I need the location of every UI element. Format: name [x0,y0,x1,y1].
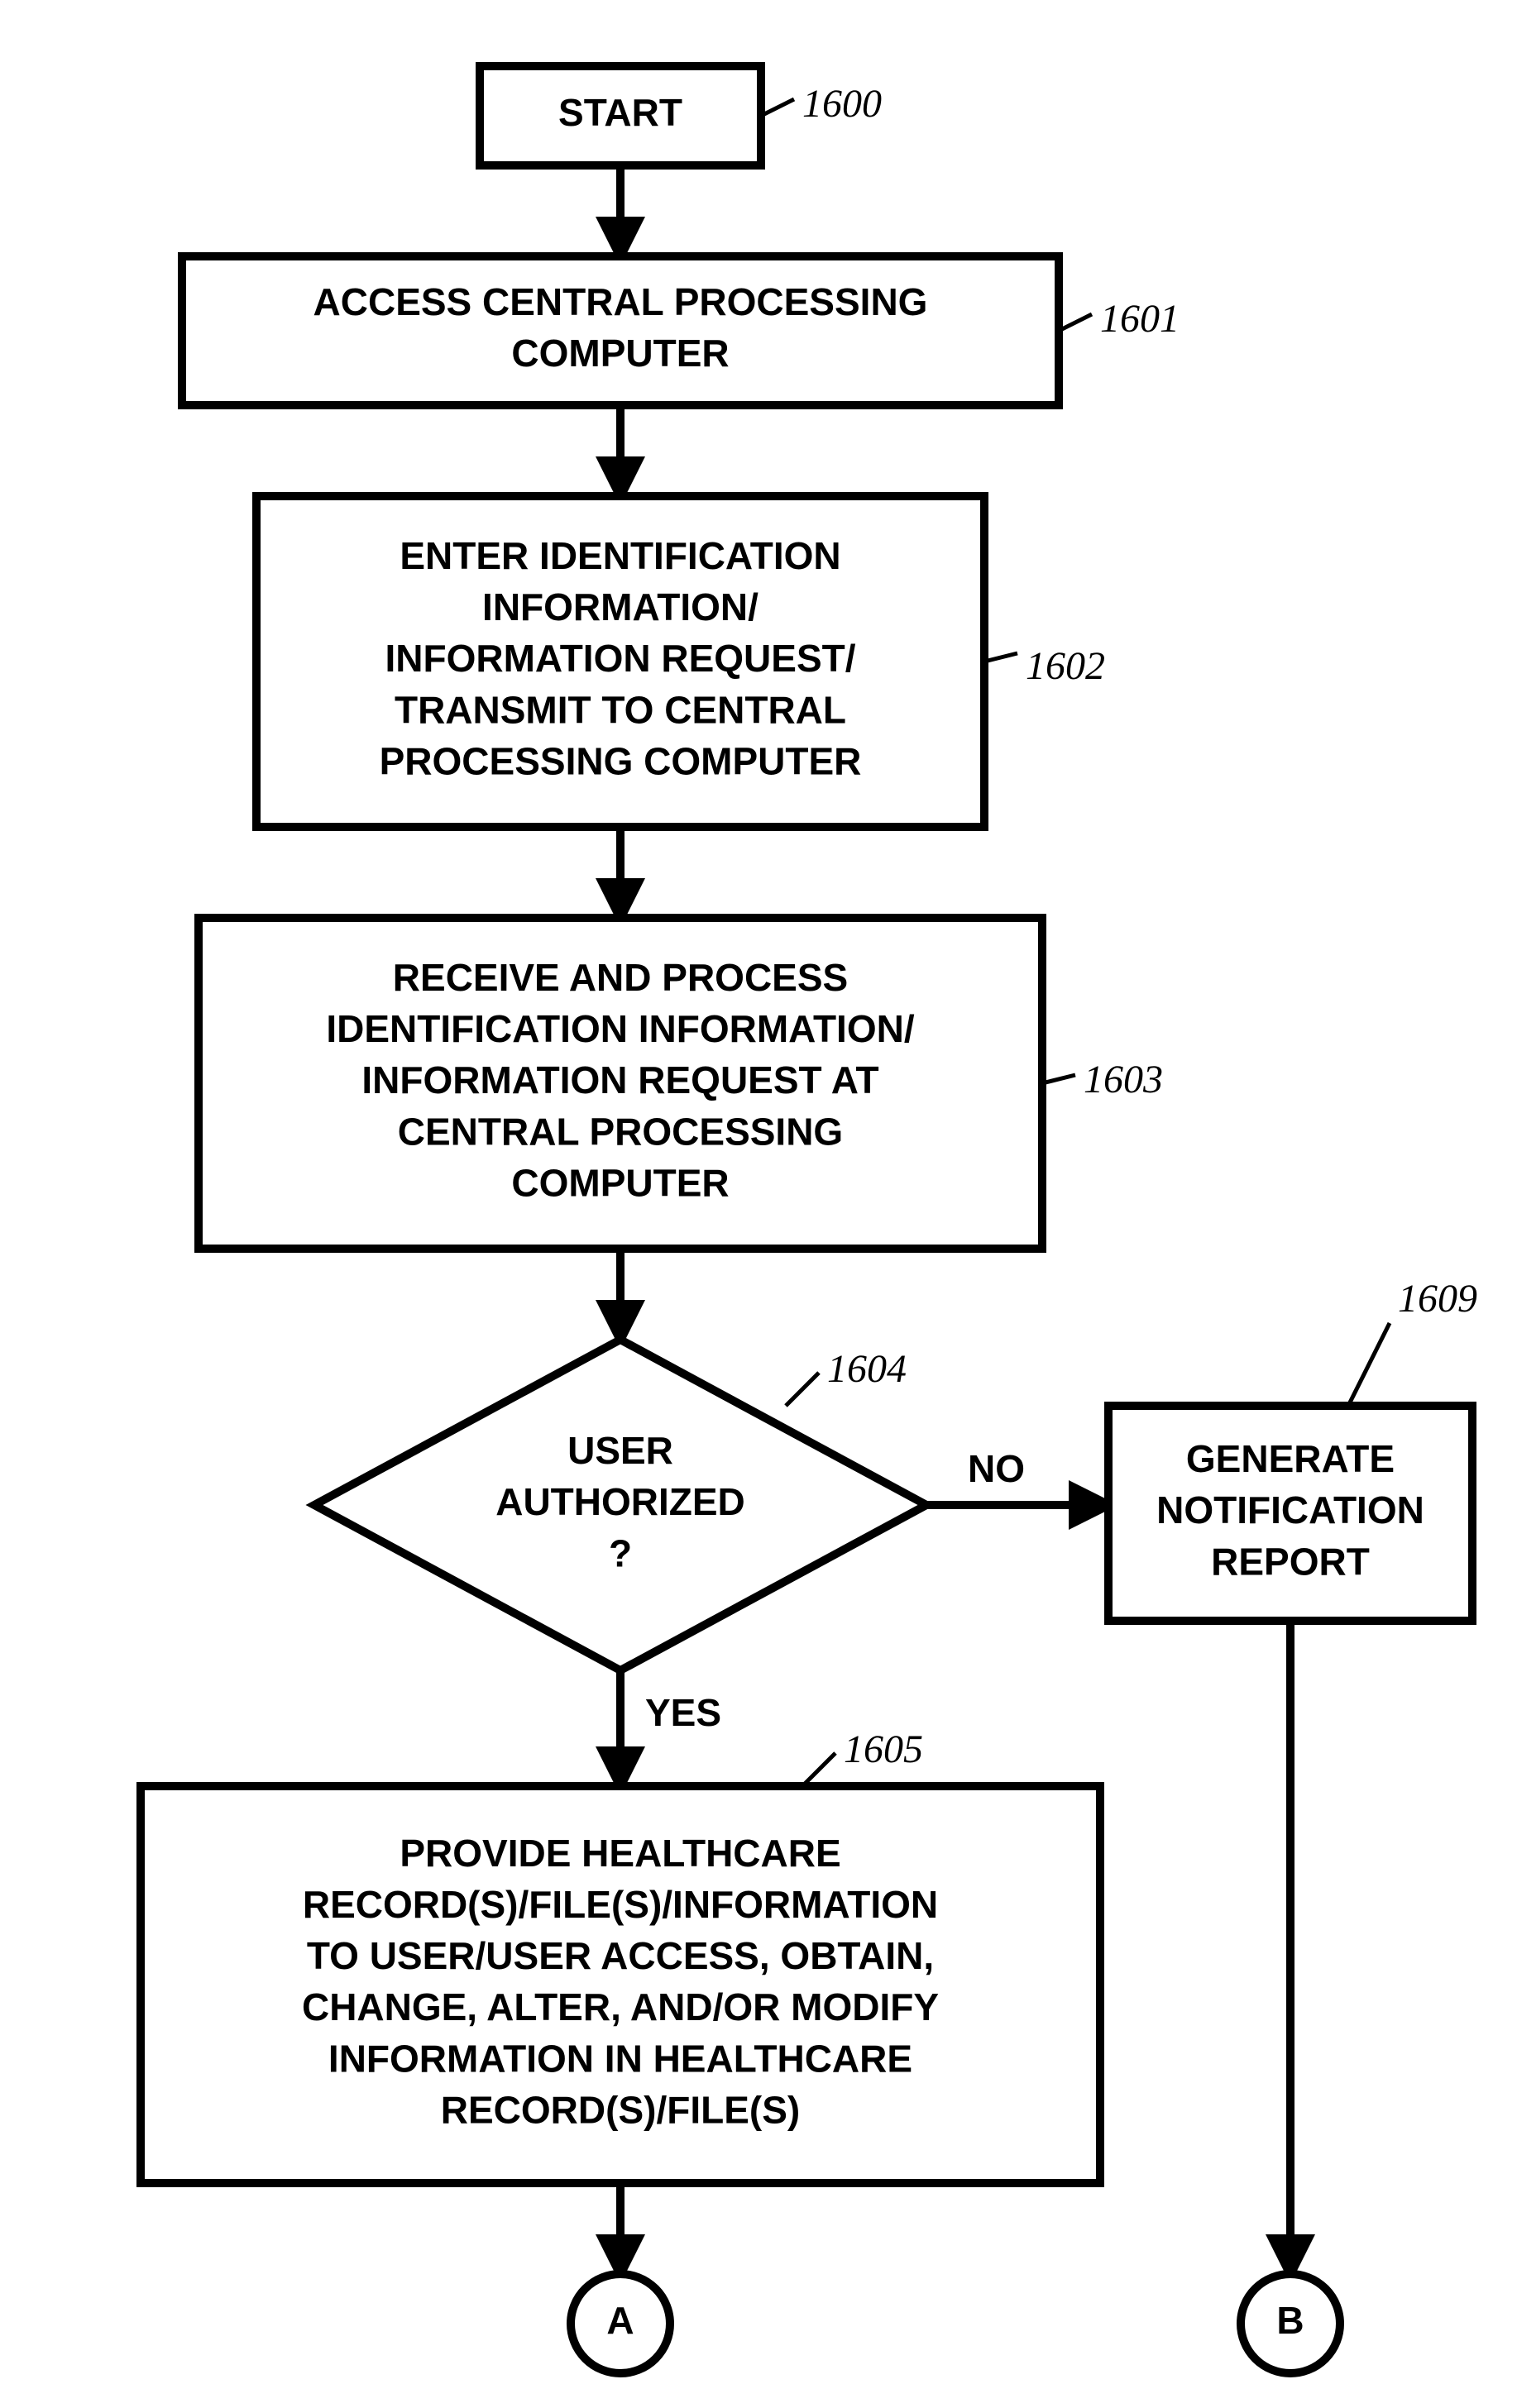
node-n1604-line-0: USER [567,1429,673,1472]
node-n1602: ENTER IDENTIFICATION INFORMATION/INFORMAT… [256,496,984,827]
ref-label-1604: 1604 [827,1347,907,1391]
node-n1602-line-3: TRANSMIT TO CENTRAL [395,688,846,731]
ref-label-1605: 1605 [844,1727,923,1771]
node-n1601-line-0: ACCESS CENTRAL PROCESSING [313,280,928,323]
node-n1609-line-0: GENERATE [1186,1437,1395,1480]
node-n1603-line-0: RECEIVE AND PROCESS [393,956,848,999]
node-n1603: RECEIVE AND PROCESS IDENTIFICATION INFORM… [199,918,1042,1249]
node-connB: B [1241,2274,1340,2373]
flowchart: YES NO START ACCESS CENTRAL PROCESSING COMPU… [0,0,1517,2408]
node-n1605-line-1: RECORD(S)/FILE(S)/INFORMATION [303,1883,938,1926]
nodes-layer: START ACCESS CENTRAL PROCESSING COMPUTER EN… [141,66,1472,2373]
node-n1602-line-0: ENTER IDENTIFICATION [400,534,840,577]
node-n1609-line-2: REPORT [1211,1540,1370,1583]
node-n1605-line-3: CHANGE, ALTER, AND/OR MODIFY [302,1985,939,2028]
node-start-line-0: START [558,91,682,134]
node-n1605-line-5: RECORD(S)/FILE(S) [441,2088,800,2131]
ref-leader-1602 [984,653,1017,662]
node-n1609: GENERATE NOTIFICATION REPORT [1108,1406,1472,1621]
node-n1609-line-1: NOTIFICATION [1156,1488,1424,1531]
ref-leader-1601 [1059,314,1092,331]
node-n1602-line-4: PROCESSING COMPUTER [380,739,862,782]
node-n1605-line-0: PROVIDE HEALTHCARE [400,1832,840,1875]
node-n1601: ACCESS CENTRAL PROCESSING COMPUTER [182,256,1059,405]
node-n1603-line-1: IDENTIFICATION INFORMATION/ [326,1007,914,1050]
node-n1602-line-2: INFORMATION REQUEST/ [385,637,855,680]
node-connB-line-0: B [1276,2299,1304,2342]
node-n1602-line-1: INFORMATION/ [482,585,758,628]
ref-label-1600: 1600 [802,82,882,126]
ref-leader-1605 [802,1753,835,1786]
node-connA-line-0: A [606,2299,634,2342]
node-n1603-line-4: COMPUTER [511,1161,729,1204]
node-n1603-line-2: INFORMATION REQUEST AT [361,1058,878,1101]
ref-label-1603: 1603 [1084,1058,1163,1101]
ref-label-1601: 1601 [1100,297,1180,341]
edge-label-n1604-n1605: YES [645,1691,721,1734]
node-n1605-line-2: TO USER/USER ACCESS, OBTAIN, [307,1934,934,1977]
node-n1601-line-1: COMPUTER [511,332,729,375]
ref-leader-1609 [1348,1323,1390,1406]
node-start: START [480,66,761,165]
ref-leader-1603 [1042,1075,1075,1083]
node-n1603-line-3: CENTRAL PROCESSING [398,1110,843,1153]
ref-leader-1604 [786,1373,819,1406]
node-n1604-line-1: AUTHORIZED [495,1480,745,1523]
node-n1605: PROVIDE HEALTHCARE RECORD(S)/FILE(S)/INFO… [141,1786,1100,2183]
node-n1605-line-4: INFORMATION IN HEALTHCARE [328,2037,912,2080]
node-n1604-line-2: ? [609,1531,632,1574]
ref-label-1602: 1602 [1026,644,1105,688]
ref-label-1609: 1609 [1398,1277,1477,1321]
node-connA: A [571,2274,670,2373]
edge-label-n1604-n1609: NO [968,1447,1025,1490]
ref-leader-1600 [761,99,794,116]
